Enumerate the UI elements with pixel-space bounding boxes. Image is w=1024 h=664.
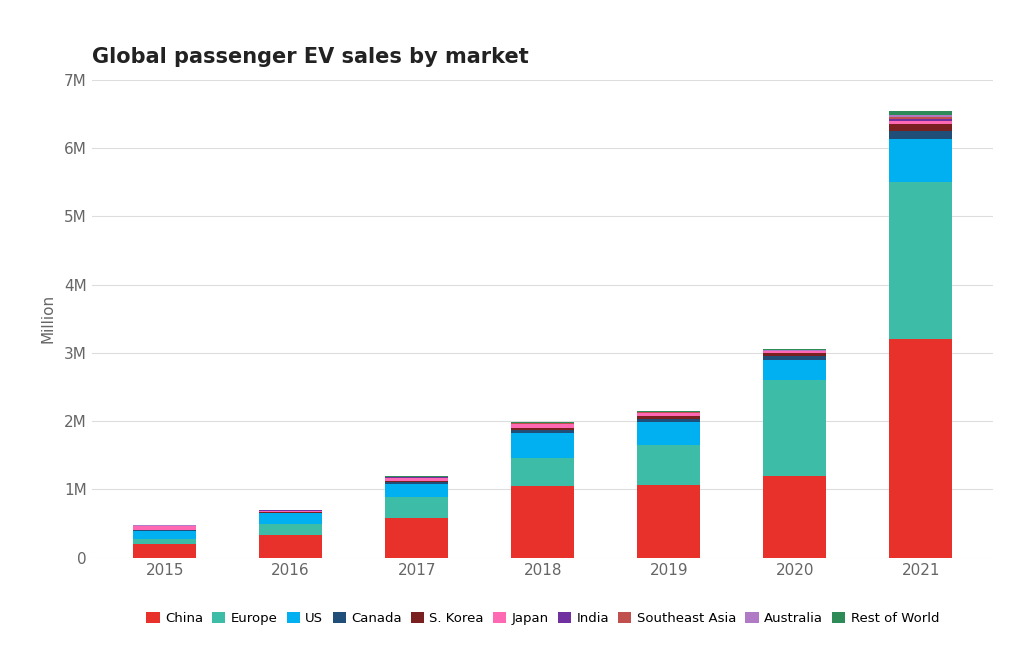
Bar [889, 115, 952, 118]
Bar [889, 124, 952, 131]
Bar [763, 357, 826, 360]
Bar [889, 139, 952, 182]
Bar [889, 111, 952, 115]
Bar [259, 511, 323, 512]
Bar [637, 416, 700, 419]
Bar [763, 349, 826, 350]
Bar [133, 544, 197, 558]
Y-axis label: Million: Million [40, 294, 55, 343]
Bar [763, 360, 826, 380]
Bar [259, 524, 323, 535]
Bar [133, 531, 197, 539]
Bar [385, 483, 449, 497]
Bar [889, 120, 952, 121]
Text: Global passenger EV sales by market: Global passenger EV sales by market [92, 47, 529, 67]
Bar [637, 445, 700, 485]
Bar [133, 539, 197, 544]
Bar [763, 476, 826, 558]
Bar [763, 353, 826, 357]
Bar [763, 380, 826, 476]
Bar [637, 414, 700, 416]
Bar [889, 121, 952, 124]
Bar [259, 512, 323, 513]
Bar [511, 434, 574, 458]
Bar [889, 182, 952, 339]
Bar [637, 411, 700, 412]
Bar [259, 513, 323, 524]
Bar [889, 118, 952, 120]
Bar [889, 131, 952, 139]
Bar [637, 422, 700, 445]
Bar [511, 458, 574, 485]
Bar [385, 482, 449, 483]
Bar [511, 485, 574, 558]
Bar [133, 526, 197, 530]
Bar [637, 419, 700, 422]
Bar [385, 481, 449, 482]
Bar [511, 428, 574, 430]
Legend: China, Europe, US, Canada, S. Korea, Japan, India, Southeast Asia, Australia, Re: China, Europe, US, Canada, S. Korea, Jap… [146, 612, 939, 625]
Bar [511, 422, 574, 423]
Bar [385, 497, 449, 518]
Bar [511, 430, 574, 434]
Bar [385, 477, 449, 481]
Bar [259, 535, 323, 558]
Bar [385, 518, 449, 558]
Bar [511, 424, 574, 428]
Bar [763, 351, 826, 353]
Bar [637, 485, 700, 558]
Bar [889, 339, 952, 558]
